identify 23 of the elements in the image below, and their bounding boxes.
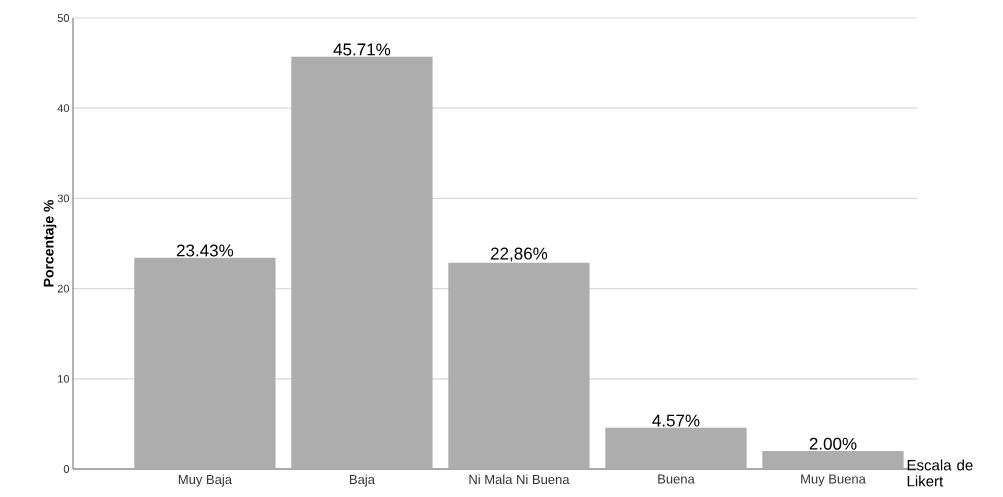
bar	[448, 262, 590, 469]
bar	[134, 257, 276, 469]
y-tick-label: 50	[57, 14, 70, 22]
y-tick-label: 10	[58, 374, 70, 383]
data-label: 2.00%	[809, 437, 857, 450]
data-label: 4.57%	[652, 414, 700, 427]
y-tick-label: 0	[63, 465, 70, 473]
bar	[291, 56, 433, 469]
x-tick-label: Buena	[658, 474, 695, 484]
x-tick-label: Baja	[349, 474, 375, 487]
data-label: 22,86%	[490, 247, 548, 262]
bar	[605, 427, 747, 469]
bar	[762, 450, 904, 469]
data-label: 45.71%	[333, 43, 391, 56]
x-tick-label: Muy Baja	[178, 474, 232, 487]
y-axis-title: Porcentaje %	[43, 199, 57, 287]
y-tick-label: 30	[57, 194, 70, 203]
x-axis-title: Escala de Likert	[907, 459, 973, 487]
y-tick-label: 40	[57, 104, 70, 113]
y-tick-label: 20	[57, 284, 70, 293]
x-tick-label: Ni Mala Ni Buena	[469, 474, 570, 485]
x-tick-label: Muy Buena	[801, 474, 866, 487]
data-label: 23.43%	[176, 244, 234, 257]
